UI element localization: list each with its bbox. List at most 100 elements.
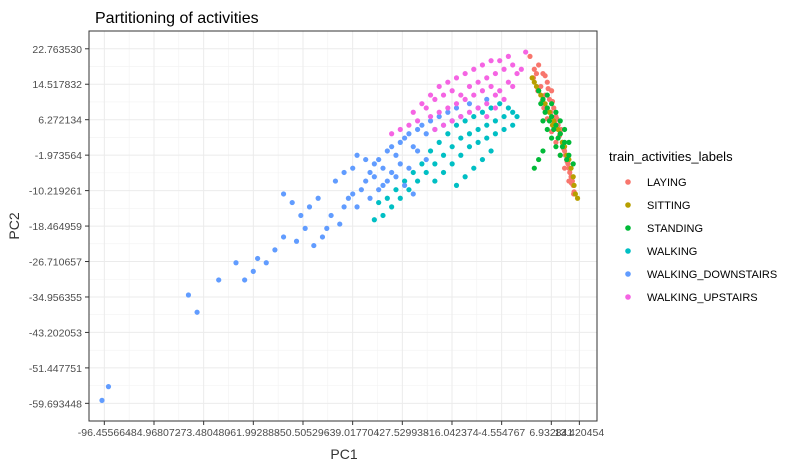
point-walking-downstairs — [298, 212, 304, 219]
point-standing — [553, 122, 559, 128]
point-walking-upstairs — [471, 66, 477, 72]
x-axis-title: PC1 — [330, 446, 357, 462]
point-sitting — [531, 79, 537, 85]
point-standing — [542, 109, 548, 115]
legend-key-walking-upstairs — [625, 294, 631, 300]
point-walking — [423, 169, 429, 176]
point-walking-downstairs — [414, 126, 421, 133]
point-walking-upstairs — [484, 75, 490, 81]
point-walking-downstairs — [367, 195, 373, 201]
point-walking-upstairs — [427, 92, 434, 98]
y-axis-title: PC2 — [6, 212, 22, 239]
point-walking-downstairs — [484, 96, 490, 102]
point-walking — [497, 101, 503, 107]
point-walking-downstairs — [194, 309, 200, 315]
point-walking-upstairs — [419, 101, 425, 107]
point-walking-upstairs — [497, 58, 503, 64]
point-standing — [566, 152, 572, 158]
point-standing — [555, 135, 561, 141]
point-walking-downstairs — [410, 144, 416, 150]
point-walking — [406, 187, 412, 193]
point-walking-downstairs — [272, 247, 278, 253]
x-tick-label: 6.932841 — [529, 427, 573, 439]
point-walking-upstairs — [484, 113, 490, 120]
point-walking — [427, 148, 434, 154]
point-walking — [376, 199, 382, 206]
point-walking — [371, 217, 377, 223]
point-laying — [561, 165, 568, 171]
point-walking-downstairs — [354, 204, 360, 210]
point-walking — [492, 131, 498, 137]
point-walking-downstairs — [410, 191, 416, 197]
point-walking-downstairs — [402, 135, 408, 141]
point-walking-downstairs — [255, 255, 261, 262]
point-walking — [440, 169, 447, 176]
point-walking — [488, 148, 494, 154]
point-walking-downstairs — [445, 109, 451, 115]
point-walking-upstairs — [501, 96, 507, 102]
point-walking-downstairs — [397, 139, 403, 145]
point-walking-upstairs — [475, 105, 481, 111]
x-tick-label: -96.455664 — [78, 427, 131, 439]
point-walking-downstairs — [324, 225, 330, 231]
legend-key-walking — [625, 248, 631, 254]
plot-area: -96.455664-84.968072-73.480480-61.992888… — [29, 30, 604, 439]
point-standing — [566, 139, 572, 145]
point-walking-downstairs — [350, 165, 356, 171]
point-sitting — [551, 118, 557, 124]
point-walking-downstairs — [354, 152, 360, 158]
point-walking — [432, 161, 438, 167]
point-walking-upstairs — [466, 83, 473, 90]
point-walking-upstairs — [449, 118, 455, 124]
legend-label-standing: STANDING — [647, 223, 703, 235]
point-walking-downstairs — [105, 384, 112, 390]
point-walking — [466, 144, 473, 150]
point-standing — [536, 156, 542, 163]
point-walking — [488, 105, 494, 111]
x-tick-label: -39.017704 — [326, 427, 379, 439]
point-standing — [544, 92, 550, 98]
point-walking — [510, 109, 516, 115]
point-standing — [549, 135, 555, 141]
y-tick-label: -34.956355 — [29, 292, 82, 304]
y-tick-label: -26.710657 — [29, 257, 82, 269]
point-walking — [475, 126, 481, 133]
point-walking-upstairs — [410, 109, 416, 115]
point-walking — [484, 122, 490, 128]
x-tick-label: -27.529938 — [376, 427, 429, 439]
point-walking — [479, 109, 486, 115]
point-walking-upstairs — [510, 83, 516, 90]
point-walking-downstairs — [380, 165, 386, 171]
point-sitting — [533, 83, 540, 90]
point-walking-upstairs — [462, 96, 468, 102]
point-walking-upstairs — [514, 70, 520, 77]
y-tick-label: -43.202053 — [29, 327, 82, 339]
point-walking — [501, 113, 507, 120]
point-sitting — [529, 75, 535, 81]
point-walking-upstairs — [432, 126, 438, 133]
point-walking-upstairs — [510, 62, 516, 68]
point-walking-downstairs — [402, 182, 408, 188]
point-walking-upstairs — [423, 105, 429, 111]
point-walking-upstairs — [432, 96, 438, 102]
point-walking-downstairs — [406, 131, 412, 137]
point-laying — [533, 70, 540, 77]
point-sitting — [538, 92, 544, 98]
point-walking-upstairs — [488, 83, 494, 90]
point-standing — [544, 126, 550, 133]
point-laying — [566, 178, 572, 184]
point-walking — [436, 139, 442, 145]
point-standing — [561, 126, 568, 133]
point-walking-downstairs — [384, 148, 390, 154]
point-walking-downstairs — [293, 238, 300, 244]
point-walking-downstairs — [345, 195, 352, 201]
point-walking — [453, 122, 460, 128]
point-walking-downstairs — [311, 242, 317, 249]
point-standing — [538, 101, 544, 107]
point-walking-downstairs — [341, 169, 347, 176]
point-walking — [458, 152, 464, 158]
y-tick-label: -18.464959 — [29, 221, 82, 233]
point-standing — [557, 118, 563, 124]
point-walking-downstairs — [185, 292, 192, 298]
